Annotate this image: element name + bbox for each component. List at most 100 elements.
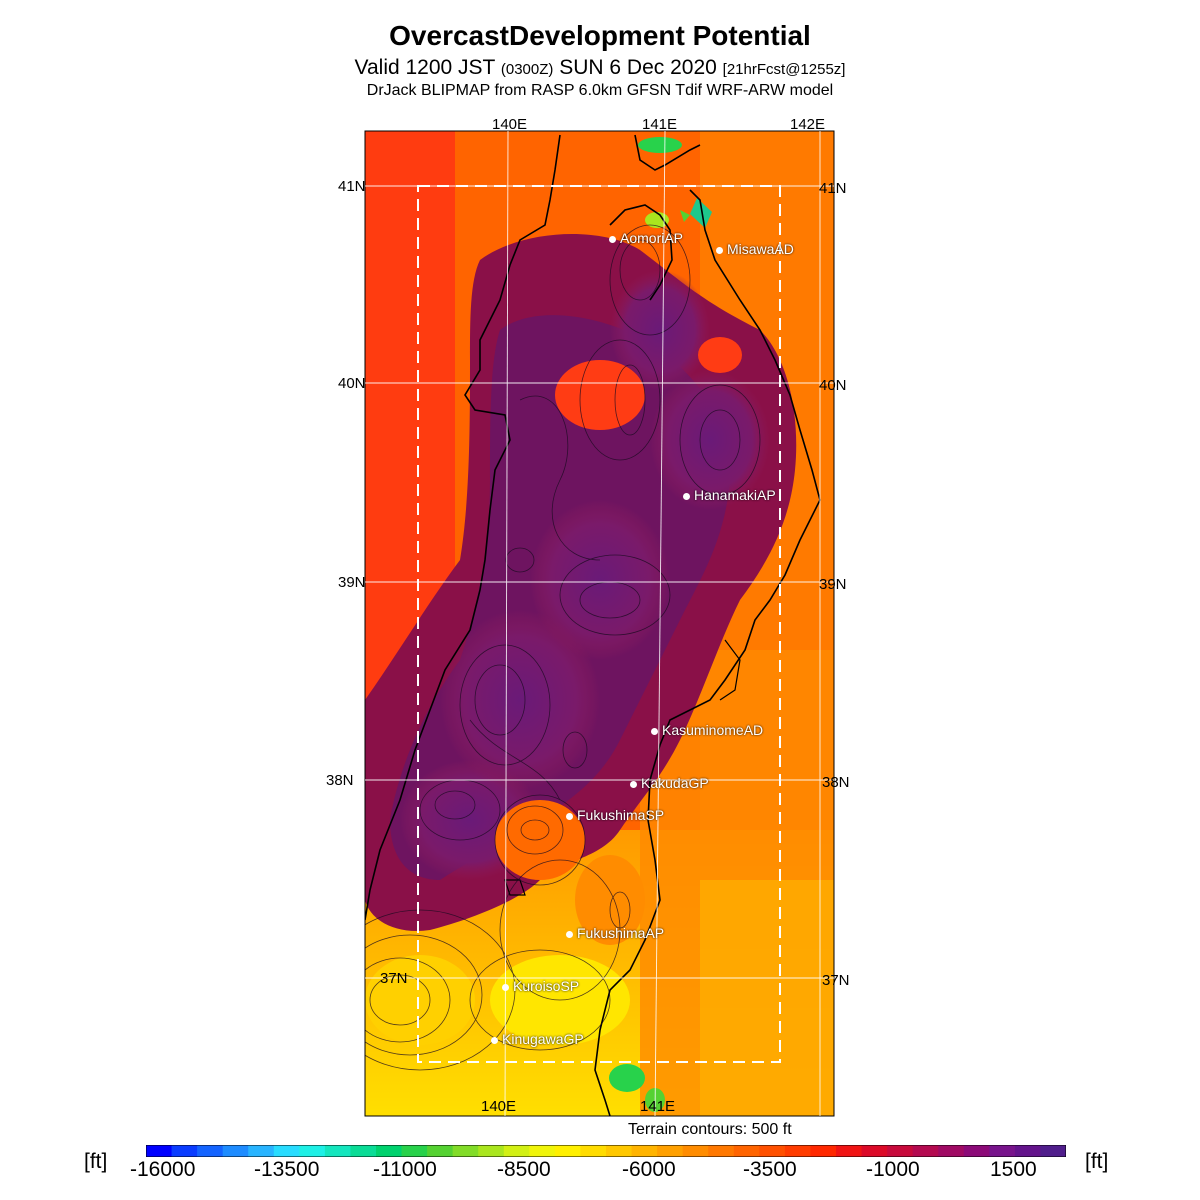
station-kakuda[interactable]: KakudaGP: [630, 775, 709, 791]
colorbar-swatch: [529, 1145, 556, 1157]
map-field: [365, 131, 834, 1116]
colorbar-swatch: [938, 1145, 965, 1157]
model-description: DrJack BLIPMAP from RASP 6.0km GFSN Tdif…: [366, 82, 834, 99]
station-marker: [716, 246, 723, 254]
colorbar-swatch: [759, 1145, 786, 1157]
station-fukushima-ap[interactable]: FukushimaAP: [566, 925, 664, 941]
colorbar-swatch: [580, 1145, 607, 1157]
station-misawa[interactable]: MisawaAD: [716, 241, 794, 257]
lon-label-top-142E: 142E: [790, 116, 826, 133]
colorbar-tick: -16000: [130, 1158, 196, 1181]
lat-label-right-40N: 40N: [819, 377, 847, 394]
station-kinugawa[interactable]: KinugawaGP: [491, 1031, 584, 1047]
station-marker: [683, 492, 690, 500]
station-kuroiso[interactable]: KuroisoSP: [502, 978, 579, 994]
station-marker: [502, 983, 509, 991]
colorbar-swatch: [708, 1145, 735, 1157]
colorbar-swatch: [248, 1145, 275, 1157]
colorbar-swatch: [810, 1145, 837, 1157]
lat-label-right-37N: 37N: [822, 972, 850, 989]
colorbar-swatch: [912, 1145, 939, 1157]
lat-label-left-37N: 37N: [380, 970, 408, 987]
lat-label-right-41N: 41N: [819, 180, 847, 197]
lat-label-left-41N: 41N: [338, 178, 366, 195]
station-label: KasuminomeAD: [662, 722, 764, 738]
colorbar-swatch: [554, 1145, 581, 1157]
map-title: OvercastDevelopment Potential: [389, 20, 811, 51]
colorbar-tick: -1000: [866, 1158, 920, 1181]
terrain-contour-note: Terrain contours: 500 ft: [628, 1121, 792, 1138]
colorbar-tick: -6000: [622, 1158, 676, 1181]
colorbar: [146, 1145, 1066, 1157]
valid-zulu: (0300Z): [500, 61, 554, 78]
station-label: MisawaAD: [727, 241, 794, 257]
colorbar-unit-right: [ft]: [1085, 1150, 1109, 1173]
station-marker: [609, 235, 616, 243]
colorbar-tick: -3500: [743, 1158, 797, 1181]
station-label: AomoriAP: [620, 230, 684, 246]
inner-domain-box: [417, 185, 781, 1063]
colorbar-swatch: [350, 1145, 377, 1157]
lat-label-left-40N: 40N: [338, 375, 366, 392]
colorbar-swatch: [299, 1145, 326, 1157]
colorbar-swatch: [1040, 1145, 1066, 1157]
forecast-info: [21hrFcst@1255z]: [722, 61, 846, 78]
colorbar-swatch: [452, 1145, 479, 1157]
colorbar-tick: -13500: [254, 1158, 320, 1181]
colorbar-swatch: [784, 1145, 811, 1157]
station-fukushima-sp[interactable]: FukushimaSP: [566, 807, 664, 823]
lon-label-top-140E: 140E: [492, 116, 528, 133]
lat-label-right-38N: 38N: [822, 774, 850, 791]
station-label: KakudaGP: [641, 775, 709, 791]
station-label: KuroisoSP: [513, 978, 580, 994]
colorbar-swatch: [963, 1145, 990, 1157]
station-kasuminome[interactable]: KasuminomeAD: [651, 722, 763, 738]
colorbar-swatch: [171, 1145, 198, 1157]
valid-date-b: SUN 6 Dec 2020: [559, 56, 717, 79]
terrain-contours: [365, 224, 761, 1071]
lat-label-left-39N: 39N: [338, 574, 366, 591]
colorbar-swatch: [376, 1145, 403, 1157]
colorbar-swatch: [606, 1145, 633, 1157]
station-marker: [630, 780, 637, 788]
station-marker: [566, 812, 573, 820]
station-label: FukushimaAP: [577, 925, 665, 941]
valid-time: Valid 1200 JST (0300Z) SUN 6 Dec 2020 [2…: [0, 56, 1200, 80]
colorbar-swatch: [222, 1145, 249, 1157]
colorbar-swatch: [273, 1145, 300, 1157]
colorbar-swatch: [682, 1145, 709, 1157]
colorbar-swatch: [478, 1145, 505, 1157]
colorbar-tick: 1500: [990, 1158, 1037, 1181]
station-marker: [651, 727, 658, 735]
lat-label-right-39N: 39N: [819, 576, 847, 593]
colorbar-swatch: [887, 1145, 914, 1157]
lon-label-top-141E: 141E: [642, 116, 678, 133]
valid-date-a: Valid 1200 JST: [354, 56, 496, 79]
colorbar-swatch: [197, 1145, 224, 1157]
colorbar-swatch: [1014, 1145, 1041, 1157]
station-marker: [491, 1036, 498, 1044]
lon-label-bottom-140E: 140E: [481, 1098, 517, 1115]
colorbar-swatch: [324, 1145, 351, 1157]
colorbar-swatch: [989, 1145, 1016, 1157]
station-label: FukushimaSP: [577, 807, 665, 823]
station-hanamaki[interactable]: HanamakiAP: [683, 487, 776, 503]
station-label: KinugawaGP: [502, 1031, 584, 1047]
colorbar-swatch: [733, 1145, 760, 1157]
colorbar-swatch: [503, 1145, 530, 1157]
colorbar-swatch: [861, 1145, 888, 1157]
lon-label-bottom-141E: 141E: [640, 1098, 676, 1115]
colorbar-swatch: [657, 1145, 684, 1157]
colorbar-swatch: [427, 1145, 454, 1157]
station-marker: [566, 930, 573, 938]
colorbar-swatch: [146, 1145, 173, 1157]
lat-label-left-38N: 38N: [326, 772, 354, 789]
station-aomori[interactable]: AomoriAP: [609, 230, 683, 246]
colorbar-unit-left: [ft]: [84, 1150, 108, 1173]
colorbar-swatch: [631, 1145, 658, 1157]
coastline: [365, 134, 561, 921]
colorbar-tick: -11000: [373, 1158, 437, 1181]
colorbar-swatch: [401, 1145, 428, 1157]
colorbar-tick: -8500: [497, 1158, 551, 1181]
